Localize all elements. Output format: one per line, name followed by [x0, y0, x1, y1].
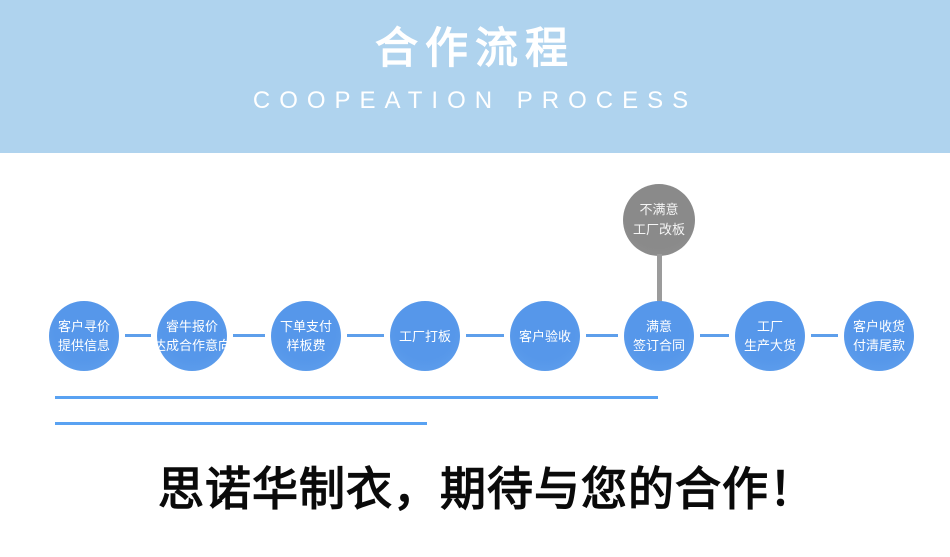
flow-node-label: 提供信息: [57, 338, 110, 353]
divider-line-long: [55, 396, 658, 399]
flow-node-label: 工厂: [756, 319, 783, 334]
flow-node-label: 不满意: [639, 202, 679, 217]
flow-node-bulk-production: 工厂 生产大货: [735, 301, 805, 371]
flow-connector: [586, 334, 618, 337]
flow-node-label: 工厂改板: [632, 222, 685, 237]
flow-node-label: 客户验收: [518, 328, 571, 344]
flow-node-sign-contract: 满意 签订合同: [624, 301, 694, 371]
flow-node-label: 付清尾款: [852, 338, 905, 353]
flow-node-label: 样板费: [286, 338, 326, 353]
footer-slogan: 思诺华制衣，期待与您的合作！: [158, 464, 816, 515]
flow-node-customer-acceptance: 客户验收: [510, 301, 580, 371]
flow-node-label: 签订合同: [632, 338, 685, 353]
page-subtitle: COOPEATION PROCESS: [252, 87, 698, 114]
flow-node-label: 客户寻价: [57, 319, 110, 334]
flow-connector: [125, 334, 151, 337]
divider-line-short: [55, 422, 427, 425]
flow-node-inquiry: 客户寻价 提供信息: [49, 301, 119, 371]
flow-connector: [466, 334, 504, 337]
flow-node-label: 达成合作意向: [153, 338, 232, 353]
flow-node-factory-sample: 工厂打板: [390, 301, 460, 371]
flow-connector: [700, 334, 729, 337]
flow-node-receive-goods: 客户收货 付清尾款: [844, 301, 914, 371]
flow-connector: [233, 334, 265, 337]
flow-connector: [347, 334, 384, 337]
flow-node-quotation: 睿牛报价 达成合作意向: [153, 301, 231, 371]
flow-node-label: 工厂打板: [398, 328, 451, 344]
flow-node-reject: 不满意 工厂改板: [623, 184, 695, 256]
flow-node-label: 客户收货: [852, 319, 905, 334]
flow-node-label: 睿牛报价: [165, 319, 218, 334]
flow-connector: [811, 334, 838, 337]
flow-node-label: 满意: [645, 319, 672, 334]
reject-connector-line: [657, 254, 662, 302]
flow-node-label: 生产大货: [743, 338, 796, 353]
header-banner: 合作流程 COOPEATION PROCESS: [0, 0, 950, 153]
page-title: 合作流程: [375, 25, 575, 73]
flow-node-order-payment: 下单支付 样板费: [271, 301, 341, 371]
flow-node-label: 下单支付: [279, 319, 332, 334]
